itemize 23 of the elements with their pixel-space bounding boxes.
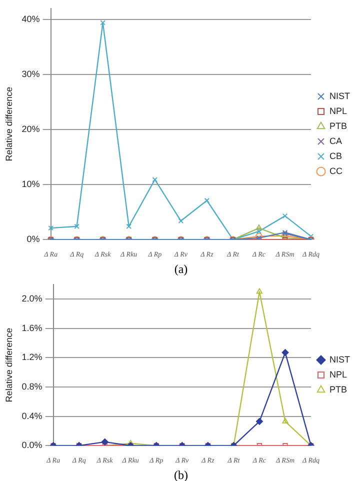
y-tick-label: 40%	[22, 14, 40, 24]
y-tick-label: 2.0%	[22, 294, 42, 304]
legend-label: NIST	[330, 354, 350, 364]
y-tick-label: 30%	[22, 68, 40, 79]
legend-label: CC	[330, 166, 343, 176]
text: (a)	[173, 262, 189, 276]
y-tick-label: 1.2%	[22, 352, 42, 362]
y-tick-label: 20%	[22, 124, 40, 134]
legend-label: NPL	[330, 369, 348, 380]
y-tick-label: 0%	[26, 234, 40, 244]
y-tick-label: 10%	[22, 179, 40, 190]
y-tick-label: 1.6%	[22, 322, 42, 333]
legend-label: NIST	[330, 90, 350, 101]
y-axis-title: Relative difference	[4, 328, 14, 402]
y-tick-label: 0.0%	[22, 440, 42, 450]
legend-label: PTB	[330, 384, 348, 394]
legend-label: NPL	[330, 106, 348, 116]
legend-label: CA	[330, 136, 342, 146]
y-tick-label: 0.8%	[22, 381, 42, 392]
y-tick-label: 0.4%	[22, 410, 42, 421]
y-axis-title: Relative difference	[4, 86, 14, 162]
legend-label: PTB	[330, 120, 348, 131]
legend-label: CB	[330, 150, 342, 161]
